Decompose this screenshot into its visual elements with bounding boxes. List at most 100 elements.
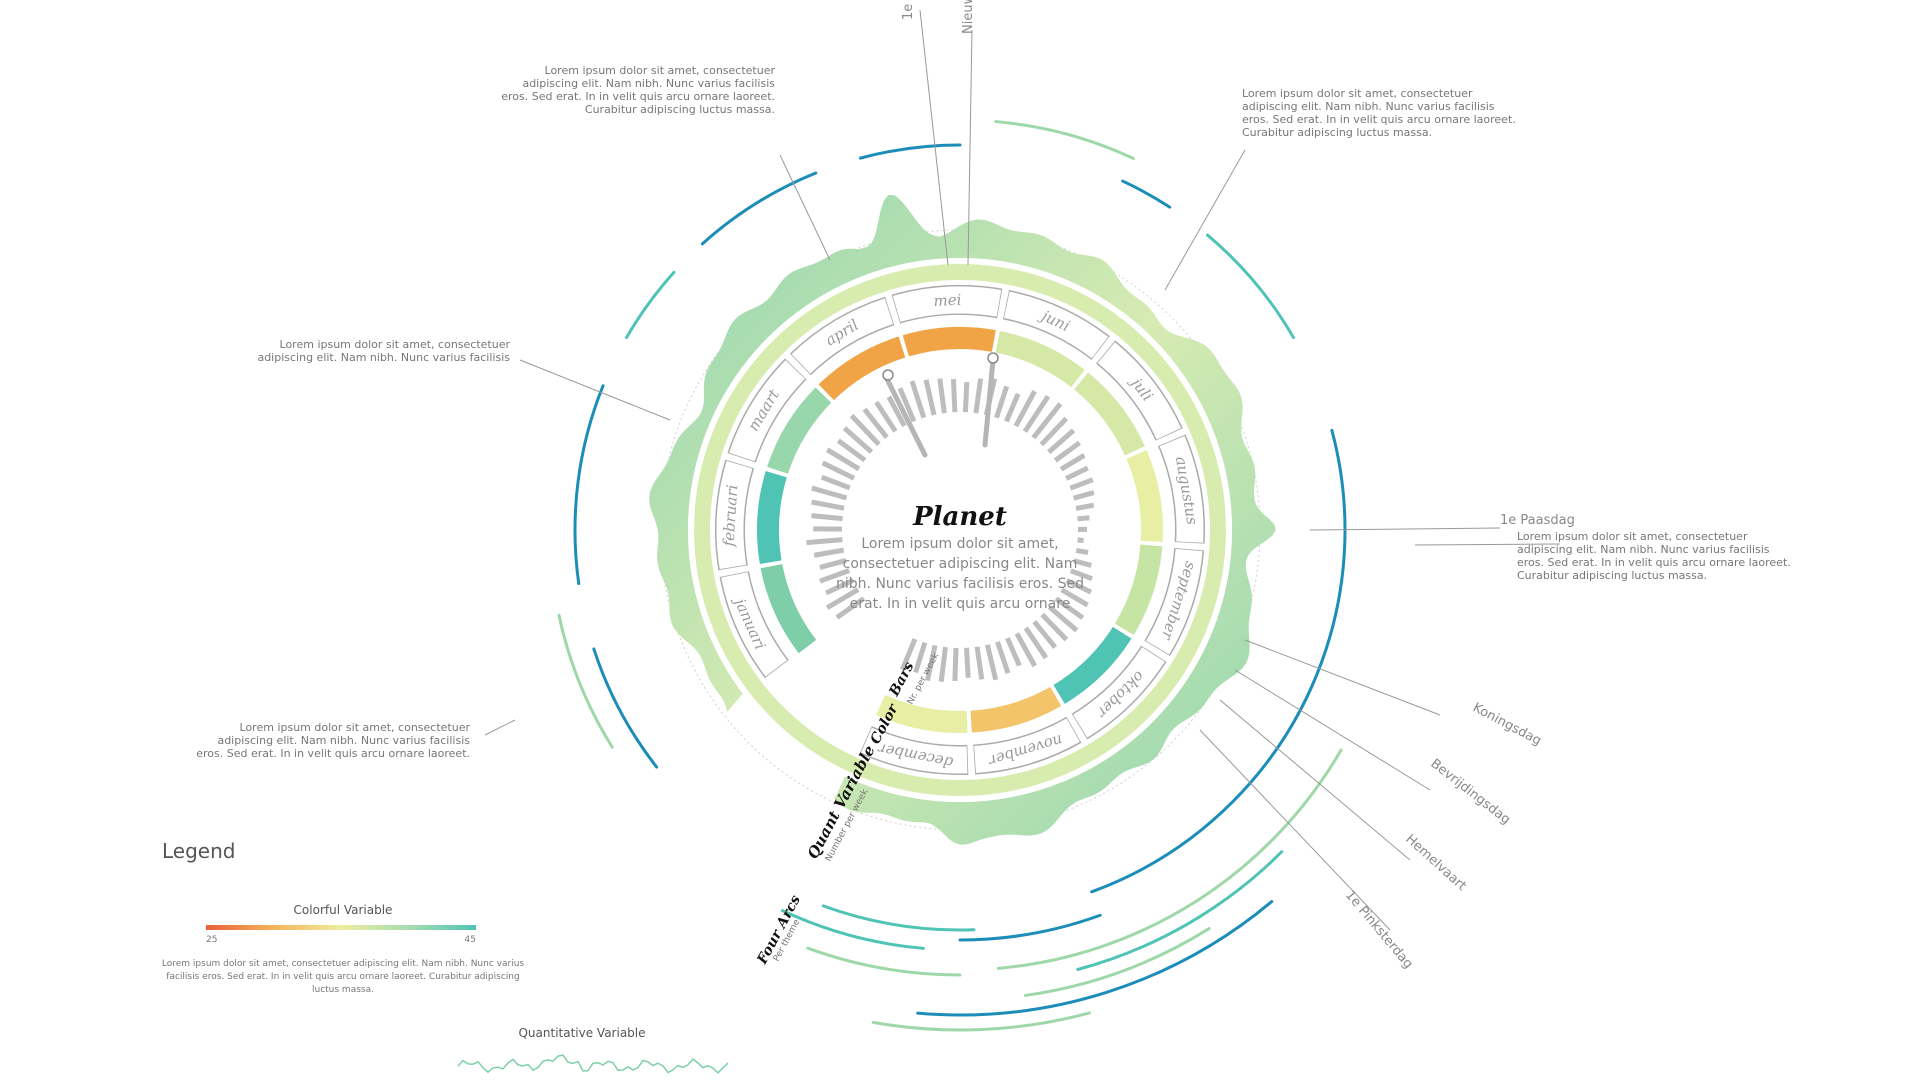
week-bar — [1060, 587, 1089, 608]
legend-note-line: luctus massa. — [312, 985, 374, 995]
week-bar — [836, 438, 867, 463]
week-bar — [962, 382, 970, 413]
week-bar — [995, 641, 1011, 674]
week-bar — [1013, 389, 1037, 428]
note-line: Lorem ipsum dolor sit amet, consectetuer — [1242, 87, 1473, 100]
leader-lines — [484, 9, 1561, 931]
week-bar — [1053, 440, 1082, 463]
holiday-label: Hemelvaart — [1402, 832, 1469, 894]
theme-arc — [573, 384, 605, 586]
center-body: Lorem ipsum dolor sit amet, consectetuer… — [836, 536, 1084, 612]
week-bar — [886, 395, 907, 428]
note-line: Curabitur adipiscing luctus massa. — [1517, 569, 1707, 582]
note-line: Curabitur adipiscing luctus massa. — [1242, 126, 1432, 139]
theme-arc — [1121, 179, 1172, 209]
note-line: eros. Sed erat. In in velit quis arcu or… — [501, 90, 775, 103]
holiday-label: 1e Paasdag — [1500, 513, 1575, 528]
week-bar — [819, 568, 851, 584]
week-bar — [825, 587, 860, 610]
month-segment — [716, 460, 753, 570]
week-bar — [1054, 596, 1085, 620]
note-mid-left: Lorem ipsum dolor sit amet, consectetuer… — [257, 338, 510, 364]
center-title: Planet — [912, 502, 1007, 532]
month-label: februari — [719, 484, 741, 548]
week-bar — [862, 407, 889, 440]
four-arcs-ring — [557, 120, 1347, 1032]
color-bar — [876, 694, 968, 733]
week-bar — [835, 596, 866, 620]
week-bar — [973, 378, 984, 414]
week-bar — [994, 385, 1010, 419]
week-bar — [1072, 490, 1095, 501]
week-bar — [1031, 402, 1063, 440]
month-label: mei — [933, 291, 962, 311]
week-bar — [964, 647, 971, 678]
note-top-left: Lorem ipsum dolor sit amet, consectetuer… — [501, 64, 775, 116]
week-bar — [923, 379, 937, 416]
week-bar — [1069, 477, 1094, 491]
week-bar — [925, 644, 938, 682]
note-line: adipiscing elit. Nam nibh. Nunc varius f… — [217, 734, 470, 747]
theme-arc — [557, 613, 614, 749]
note-line: eros. Sed erat. In in velit quis arcu or… — [1517, 556, 1791, 569]
color-bar — [818, 336, 906, 401]
theme-arc — [1090, 660, 1324, 894]
week-bar — [1077, 537, 1084, 543]
week-bar — [974, 646, 985, 680]
week-bar — [1075, 502, 1095, 511]
week-bar — [1039, 416, 1069, 447]
week-bar — [1065, 578, 1093, 595]
colorful-variable-title: Colorful Variable — [294, 903, 393, 917]
theme-arc — [996, 748, 1343, 970]
theme-arc — [821, 904, 976, 932]
week-bar — [1065, 465, 1089, 481]
week-bar — [842, 426, 874, 454]
color-bars-ring — [757, 327, 1163, 733]
week-bar — [849, 413, 881, 447]
color-bar — [767, 387, 832, 474]
week-bar — [1047, 428, 1076, 455]
legend-note-line: Lorem ipsum dolor sit amet, consectetuer… — [162, 959, 524, 969]
theme-arc — [916, 900, 1274, 1017]
color-bar — [995, 330, 1085, 388]
theme-arc — [994, 120, 1135, 160]
note-line: Lorem ipsum dolor sit amet, consectetuer — [240, 721, 471, 734]
week-bar — [1073, 558, 1092, 568]
month-segment — [1145, 548, 1203, 655]
color-bar — [757, 470, 787, 565]
week-bar — [811, 485, 848, 501]
week-bar — [821, 460, 856, 481]
theme-arc — [1320, 428, 1347, 664]
week-bar — [1077, 515, 1090, 522]
month-segment — [1072, 646, 1165, 738]
note-line: eros. Sed erat. In in velit quis arcu or… — [1242, 113, 1516, 126]
theme-arc — [858, 143, 962, 160]
quant-variable-title: Quantitative Variable — [518, 1026, 645, 1040]
week-bar — [897, 387, 917, 423]
quant-variable-sparkline — [457, 1054, 729, 1074]
note-line: Lorem ipsum dolor sit amet, consectetuer — [280, 338, 511, 351]
theme-arc — [625, 270, 676, 339]
theme-arc — [700, 171, 818, 246]
note-line: adipiscing elit. Nam nibh. Nunc varius f… — [257, 351, 510, 364]
week-bar — [909, 380, 927, 419]
bars-ring — [806, 378, 1095, 682]
week-bar — [874, 400, 898, 433]
color-bar — [1126, 450, 1163, 543]
month-segment — [791, 298, 894, 374]
holiday-label: Koningsdag — [1470, 700, 1544, 749]
theme-arc — [1076, 850, 1284, 971]
week-bar — [937, 378, 947, 414]
week-bar — [811, 499, 845, 511]
week-bar — [984, 644, 999, 681]
center-needles — [882, 352, 999, 458]
color-bar — [1114, 544, 1163, 636]
theme-arc — [871, 1011, 1091, 1032]
theme-arc — [781, 909, 925, 950]
legend-max: 45 — [465, 935, 476, 945]
week-bar — [1022, 395, 1051, 433]
quant-base-ring — [694, 264, 1226, 796]
week-bar — [811, 513, 843, 522]
week-bar — [913, 641, 928, 674]
